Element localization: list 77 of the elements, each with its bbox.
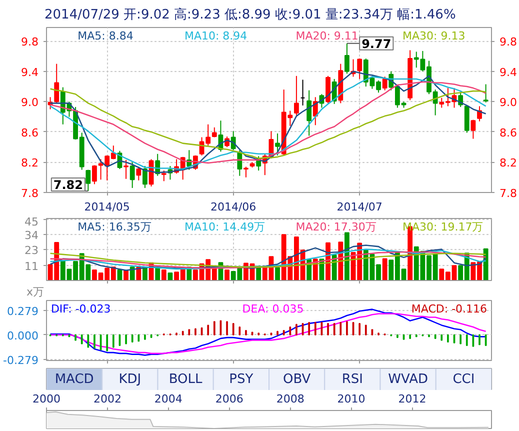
text: PSY [229,372,254,387]
candlestick [136,166,142,181]
bar [130,266,135,280]
series-label: DEA: 0.035 [242,302,304,316]
candlestick [54,63,60,104]
y-tick-label: 34 [24,228,39,242]
y-tick-label: 23 [24,244,39,257]
text: MA30: 9.13 [402,30,466,42]
y-tick-label: 0.000 [7,329,39,342]
annotation: 9.77 [362,36,392,51]
text: MA10: 8.94 [184,30,248,42]
candlestick [244,166,248,178]
text: MA20: 9.11 [296,30,358,42]
y2-tick-label: 9.8 [500,36,517,49]
text: OBV [282,372,311,387]
x-tick-label: 2014/05 [84,200,130,214]
y-tick-label: 8.2 [21,156,39,170]
x-tick-label: 2008 [276,392,304,406]
candlestick [357,58,362,80]
series-label: DIF: -0.023 [50,302,111,316]
bar [275,267,280,280]
x-tick-label: 2004 [154,392,182,406]
series-label: MACD: -0.116 [411,302,488,316]
y-axis-title: x万 [26,286,44,298]
text: WVAD [388,372,428,387]
y-tick-label: 9.0 [21,96,39,110]
chart-title: 2014/07/29 开:9.02 高:9.23 低:8.99 收:9.01 量:23.34万 幅:1.46% [44,6,456,22]
text: MA5: 16.35万 [78,220,152,234]
bar [124,270,128,280]
candlestick [470,119,476,140]
y-tick-label: 9.8 [21,36,39,49]
x-tick-label: 2012 [398,392,426,406]
bar [155,268,160,280]
y-tick-label: 8.6 [21,126,39,140]
candlestick [275,132,280,156]
series-label: MA30: 19.17万 [402,220,484,234]
bar [483,248,488,280]
y2-tick-label: 9.4 [500,66,517,79]
x-tick-label: 2014/07 [336,200,382,214]
y2-tick-label: 8.2 [500,156,517,170]
candlestick [142,166,148,188]
y-tick-label: 0.279 [7,304,39,318]
bar [224,270,230,280]
bar [382,258,388,280]
x-tick-label: 2002 [93,392,122,406]
text: MACD [54,372,94,387]
y-tick-label: 9.4 [21,66,39,79]
candlestick [382,76,388,91]
x-tick-label: 2014/06 [210,200,256,214]
y-tick-label: 7.8 [21,187,39,200]
text: MA5: 8.84 [78,30,134,42]
x-tick-label: 2000 [32,392,61,406]
text: BOLL [168,372,204,387]
candlestick [161,170,166,182]
y-tick-label: -0.279 [3,354,39,368]
y2-tick-label: 8.6 [500,126,517,140]
series-label: MA20: 17.30万 [296,220,376,234]
x-tick-label: 2006 [215,392,244,406]
annotation: 7.82 [53,178,84,192]
candlestick [98,158,104,180]
candlestick [294,75,299,116]
text: KDJ [118,372,142,387]
candlestick [344,42,350,74]
bar [161,270,166,280]
candlestick [130,162,135,188]
x-tick-label: 2010 [337,392,366,406]
candlestick [124,159,128,180]
y-tick-label: 11 [24,260,39,274]
y2-tick-label: 7.8 [500,187,517,200]
text: CCI [452,372,475,387]
y-tick-label: 45 [24,216,39,228]
candlestick [92,164,97,185]
text: MA10: 14.49万 [184,220,266,234]
candlestick [483,84,488,103]
candlestick [306,90,312,136]
text: RSI [342,372,364,387]
y2-tick-label: 9.0 [500,96,517,110]
